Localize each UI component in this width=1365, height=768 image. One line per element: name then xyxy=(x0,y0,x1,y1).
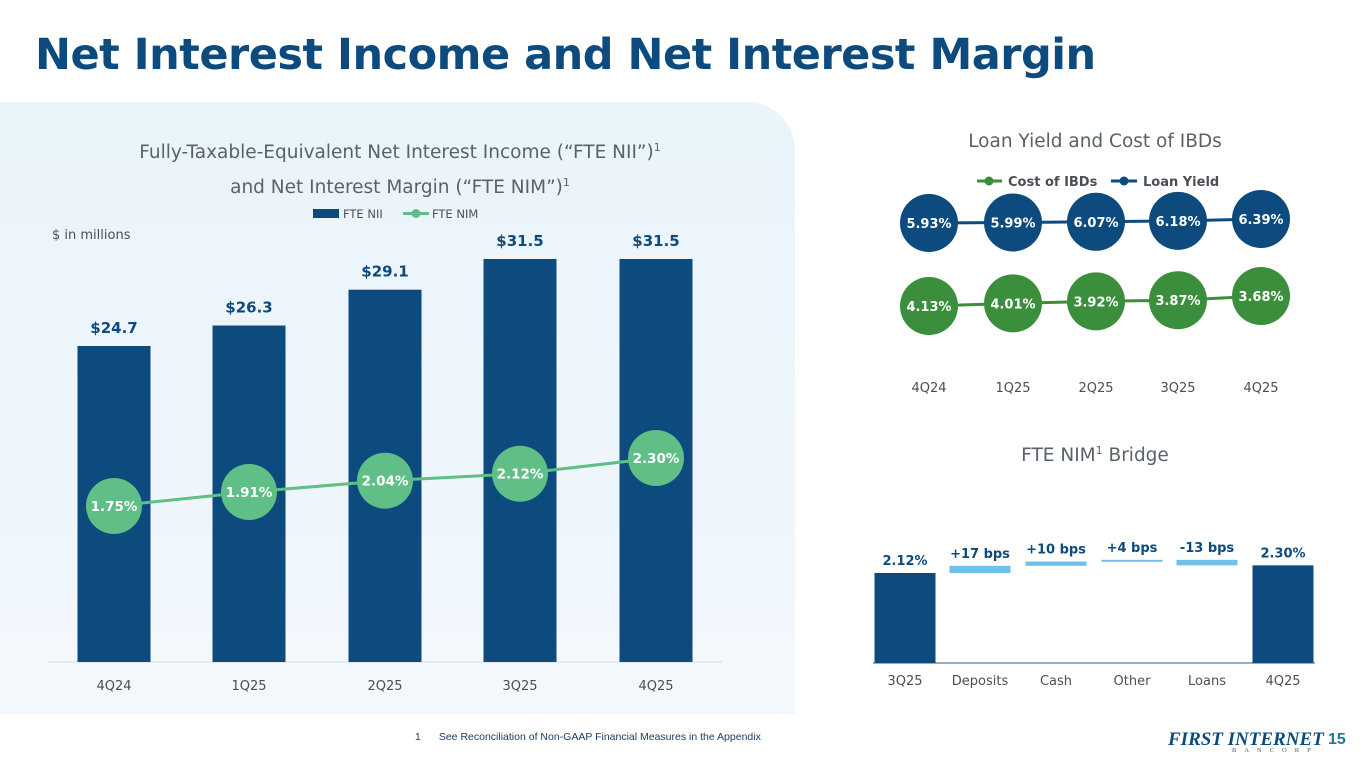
fte-nim-marker xyxy=(357,452,413,509)
legend-label-cost-ibds: Cost of IBDs xyxy=(1008,175,1098,190)
bridge-delta-bar xyxy=(1025,561,1087,566)
fte-nim-label: 2.12% xyxy=(497,467,544,483)
loan-yield-marker xyxy=(984,193,1042,252)
bridge-delta-bar xyxy=(949,565,1011,573)
bridge-bar-label: 2.12% xyxy=(882,554,927,569)
bridge-x-tick-label: 3Q25 xyxy=(887,674,922,689)
bridge-title-marker: 1 xyxy=(1095,444,1103,457)
nii-x-tick-label: 1Q25 xyxy=(231,679,266,694)
loan-yield-chart-title: Loan Yield and Cost of IBDs xyxy=(968,131,1222,152)
loan-x-tick-label: 4Q24 xyxy=(911,381,946,396)
cost-ibds-marker xyxy=(1149,271,1207,330)
nim-bridge-chart-title: FTE NIM1 Bridge xyxy=(990,444,1200,466)
loan-x-tick-label: 4Q25 xyxy=(1243,381,1278,396)
fte-nim-label: 2.30% xyxy=(633,451,680,467)
cost-ibds-label: 3.87% xyxy=(1155,294,1200,309)
bridge-total-bar xyxy=(1252,565,1314,663)
bridge-title-prefix: FTE NIM xyxy=(1021,445,1096,467)
nii-unit-label: $ in millions xyxy=(52,228,131,243)
bridge-bar-label: +4 bps xyxy=(1107,541,1158,556)
cost-ibds-label: 3.92% xyxy=(1073,295,1118,310)
bridge-bar-label: +10 bps xyxy=(1026,543,1086,558)
loan-yield-marker xyxy=(1067,192,1125,251)
loan-yield-marker xyxy=(900,194,958,252)
fte-nim-label: 1.91% xyxy=(226,485,273,501)
footnote-marker: 1 xyxy=(415,731,421,743)
nii-x-tick-label: 2Q25 xyxy=(367,679,402,694)
legend-label-fte-nii: FTE NII xyxy=(343,207,383,221)
bridge-x-tick-label: Other xyxy=(1114,674,1152,689)
bridge-bar-label: -13 bps xyxy=(1180,541,1235,556)
fte-nim-label: 1.75% xyxy=(91,499,138,515)
fte-nim-marker xyxy=(221,464,277,521)
loan-x-tick-label: 3Q25 xyxy=(1160,381,1195,396)
footnote-text: See Reconciliation of Non-GAAP Financial… xyxy=(438,731,761,743)
nii-x-tick-label: 4Q24 xyxy=(96,679,131,694)
company-logo: FIRST INTERNET BANCORP xyxy=(1168,729,1324,754)
legend-label-fte-nim: FTE NIM xyxy=(432,207,478,221)
page-number: 15 xyxy=(1328,731,1346,748)
legend-marker-cost-ibds xyxy=(984,176,994,186)
logo-sub-text: BANCORP xyxy=(1232,747,1319,754)
nii-bar-label: $31.5 xyxy=(496,232,543,250)
cost-ibds-marker xyxy=(984,274,1042,333)
nii-x-tick-label: 3Q25 xyxy=(502,679,537,694)
bridge-bar-label: +17 bps xyxy=(950,547,1010,562)
logo-main-text: FIRST INTERNET xyxy=(1168,729,1324,750)
nii-bar-label: $31.5 xyxy=(632,232,679,250)
bridge-delta-bar xyxy=(1176,559,1238,566)
nii-title-marker2: 1 xyxy=(562,176,570,190)
bridge-x-tick-label: Cash xyxy=(1040,674,1072,689)
nii-title-line1: Fully-Taxable-Equivalent Net Interest In… xyxy=(139,142,654,164)
nii-title-line2: and Net Interest Margin (“FTE NIM”) xyxy=(230,177,563,199)
cost-ibds-marker xyxy=(1232,267,1290,325)
page-title: Net Interest Income and Net Interest Mar… xyxy=(35,30,1096,80)
nii-x-tick-label: 4Q25 xyxy=(638,679,673,694)
bridge-bar-label: 2.30% xyxy=(1260,546,1305,561)
bridge-title-suffix: Bridge xyxy=(1102,445,1169,467)
bridge-total-bar xyxy=(874,573,936,663)
nii-bar-label: $29.1 xyxy=(361,263,408,281)
bridge-x-tick-label: 4Q25 xyxy=(1265,674,1300,689)
cost-ibds-marker xyxy=(900,277,958,335)
legend-marker-loan-yield xyxy=(1119,176,1129,186)
cost-ibds-label: 3.68% xyxy=(1238,290,1283,305)
loan-yield-label: 6.39% xyxy=(1238,213,1283,228)
cost-ibds-label: 4.13% xyxy=(906,300,951,315)
legend-swatch-fte-nii xyxy=(313,209,339,218)
legend-marker-fte-nim xyxy=(411,209,421,218)
loan-yield-label: 5.93% xyxy=(906,217,951,232)
loan-x-tick-label: 1Q25 xyxy=(995,381,1030,396)
cost-ibds-marker xyxy=(1067,272,1125,331)
fte-nim-marker xyxy=(492,445,548,502)
cost-ibds-label: 4.01% xyxy=(990,297,1035,312)
bridge-x-tick-label: Loans xyxy=(1188,674,1226,689)
footnote: 1 See Reconciliation of Non-GAAP Financia… xyxy=(415,731,779,743)
loan-x-tick-label: 2Q25 xyxy=(1078,381,1113,396)
loan-yield-label: 6.18% xyxy=(1155,215,1200,230)
nii-title-marker1: 1 xyxy=(653,141,661,154)
nii-chart-title: Fully-Taxable-Equivalent Net Interest In… xyxy=(90,133,710,203)
nii-bar-label: $26.3 xyxy=(225,299,272,317)
fte-nim-marker xyxy=(86,478,142,534)
loan-yield-label: 5.99% xyxy=(990,216,1035,231)
loan-yield-marker xyxy=(1149,191,1207,250)
bridge-x-tick-label: Deposits xyxy=(952,674,1009,689)
bridge-delta-bar xyxy=(1101,559,1163,562)
fte-nim-label: 2.04% xyxy=(362,474,409,490)
loan-yield-marker xyxy=(1232,190,1290,248)
nii-bar-label: $24.7 xyxy=(90,319,137,337)
fte-nim-marker xyxy=(628,430,684,486)
legend-label-loan-yield: Loan Yield xyxy=(1143,175,1219,190)
loan-yield-label: 6.07% xyxy=(1073,216,1118,231)
